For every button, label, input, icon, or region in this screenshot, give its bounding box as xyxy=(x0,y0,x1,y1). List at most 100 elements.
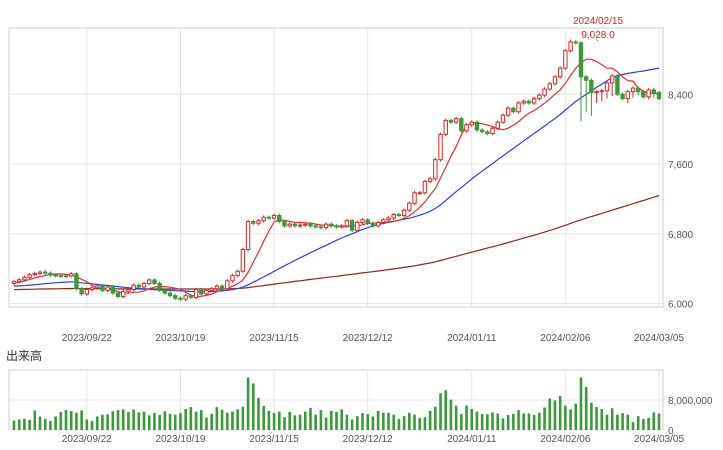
candle xyxy=(214,284,220,291)
volume-bar xyxy=(423,417,427,430)
candle xyxy=(568,39,573,53)
candle-body xyxy=(609,75,615,84)
candle-body xyxy=(251,221,256,224)
volume-bar xyxy=(95,416,99,430)
candle-body xyxy=(448,119,454,123)
volume-bar xyxy=(345,414,349,430)
candle xyxy=(110,285,116,295)
candle xyxy=(245,219,251,252)
volume-bar xyxy=(532,415,536,430)
candle xyxy=(141,281,147,289)
candle xyxy=(417,190,422,195)
volume-bar xyxy=(444,390,448,430)
candle-body xyxy=(214,285,220,290)
volume-bar xyxy=(121,409,125,430)
x-axis-labels-top: 2023/09/22 2023/10/19 2023/11/15 2023/12/12… xyxy=(62,333,685,344)
price-tick-label: 8,400 xyxy=(668,90,693,101)
volume-bar xyxy=(168,413,172,430)
volume-bar xyxy=(132,409,135,430)
candle xyxy=(22,275,27,282)
candle-body xyxy=(615,75,620,95)
candle xyxy=(266,215,272,220)
volume-bar xyxy=(558,395,562,430)
candle xyxy=(115,291,121,299)
candle xyxy=(495,120,500,131)
volume-bar xyxy=(111,411,115,430)
candle xyxy=(583,74,589,112)
volume-bar xyxy=(600,409,604,430)
candle-body xyxy=(542,88,547,96)
candle xyxy=(375,220,381,228)
candle xyxy=(485,129,490,136)
volume-bar xyxy=(69,411,73,430)
volume-bar xyxy=(527,413,531,430)
candle xyxy=(199,287,204,296)
candle-body xyxy=(651,89,656,94)
candle xyxy=(459,116,464,133)
candle-body xyxy=(89,287,95,291)
candle-body xyxy=(48,272,53,276)
candle xyxy=(391,212,396,220)
candle-body xyxy=(578,42,584,78)
candle xyxy=(162,288,168,295)
volume-bar xyxy=(392,414,396,430)
candle xyxy=(355,220,360,233)
candle-body xyxy=(464,124,469,132)
candle xyxy=(204,288,209,296)
volume-bar xyxy=(548,398,552,430)
candle-body xyxy=(193,289,199,298)
candle-body xyxy=(162,289,168,294)
volume-bar xyxy=(449,399,453,430)
candle xyxy=(225,279,230,291)
candle-body xyxy=(297,224,303,227)
candle-body xyxy=(531,98,537,104)
volume-bar xyxy=(163,411,167,430)
volume-bar xyxy=(231,411,234,430)
candle-body xyxy=(401,209,407,216)
candle-body xyxy=(500,114,506,123)
volume-bar xyxy=(376,410,380,430)
volume-bar xyxy=(49,421,52,430)
volume-bar xyxy=(153,413,156,430)
volume-bar xyxy=(647,418,650,430)
candle-body xyxy=(313,225,318,228)
x-tick-label: 2024/02/06 xyxy=(540,333,590,344)
volume-bar xyxy=(33,410,37,430)
candle-body xyxy=(630,87,636,93)
volume-bar xyxy=(75,412,78,430)
candle xyxy=(271,213,277,220)
candle xyxy=(74,272,79,291)
volume-bar xyxy=(657,413,661,430)
candle xyxy=(95,284,100,290)
candle-body xyxy=(110,286,116,294)
candle-body xyxy=(365,219,370,224)
candle xyxy=(651,88,656,98)
candle-body xyxy=(266,216,272,219)
candle xyxy=(167,291,173,298)
candle-body xyxy=(84,289,90,295)
volume-bar xyxy=(267,410,271,430)
volume-bar xyxy=(309,407,312,430)
volume-bar xyxy=(283,417,286,430)
volume-title: 出来高 xyxy=(6,349,43,363)
volume-bar xyxy=(293,415,297,430)
candle-body xyxy=(199,289,204,295)
volume-bar xyxy=(277,411,281,430)
candle-body xyxy=(381,219,386,223)
candle-body xyxy=(573,41,578,44)
volume-bar xyxy=(319,410,323,430)
candle xyxy=(537,93,542,101)
volume-bar xyxy=(371,416,375,430)
candle xyxy=(230,273,235,283)
candle-body xyxy=(583,76,589,81)
price-tick-label: 6,000 xyxy=(668,300,693,311)
x-tick-label-bottom: 2024/02/06 xyxy=(540,434,590,445)
candle xyxy=(235,269,240,278)
volume-bar xyxy=(605,414,609,430)
volume-bar xyxy=(397,419,401,430)
candle xyxy=(474,120,480,132)
candle-body xyxy=(183,295,188,300)
candle xyxy=(407,201,412,213)
volume-bar xyxy=(553,400,557,430)
